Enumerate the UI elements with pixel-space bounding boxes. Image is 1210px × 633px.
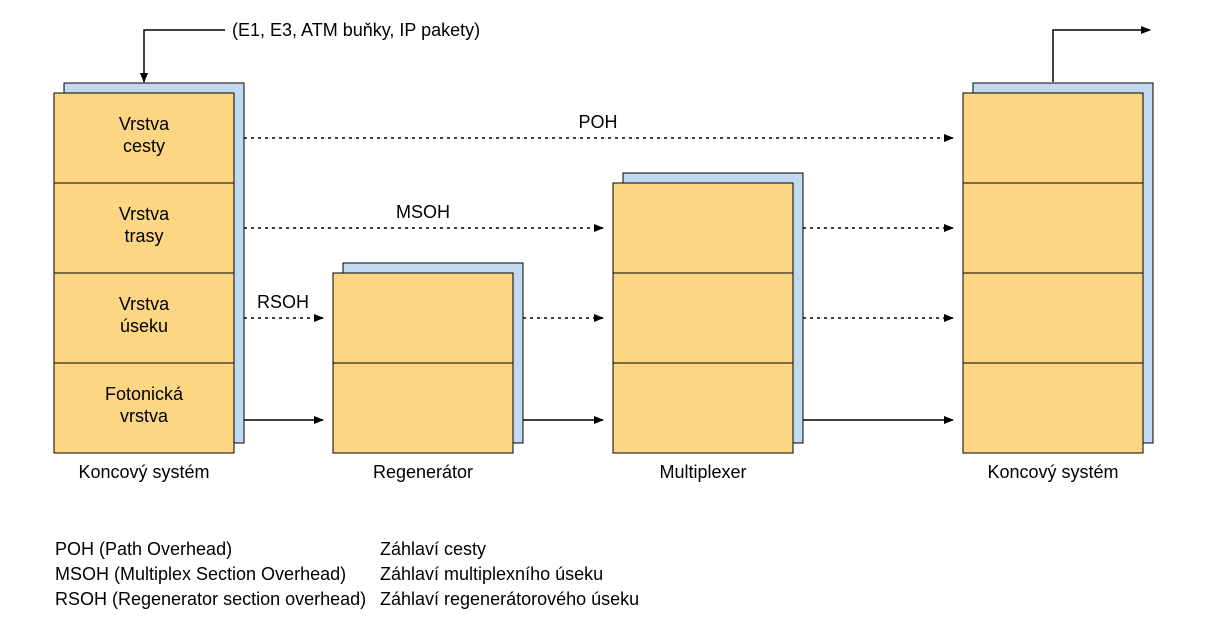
legend-row2-left: RSOH (Regenerator section overhead)	[55, 589, 366, 609]
end-left-stack: Vrstva cesty Vrstva trasy Vrstva úseku F…	[54, 93, 234, 453]
input-arrow	[144, 30, 225, 82]
regen-caption: Regenerátor	[373, 462, 473, 482]
end-right-caption: Koncový systém	[987, 462, 1118, 482]
legend-row0-right: Záhlaví cesty	[380, 539, 486, 559]
poh-label: POH	[578, 112, 617, 132]
end-left-layer3-line1: vrstva	[120, 406, 169, 426]
legend-row0-left: POH (Path Overhead)	[55, 539, 232, 559]
legend-row1-left: MSOH (Multiplex Section Overhead)	[55, 564, 346, 584]
end-left-caption: Koncový systém	[78, 462, 209, 482]
network-layer-diagram: Vrstva cesty Vrstva trasy Vrstva úseku F…	[0, 0, 1210, 633]
end-right-stack	[963, 93, 1143, 453]
mux-caption: Multiplexer	[659, 462, 746, 482]
legend-row2-right: Záhlaví regenerátorového úseku	[380, 589, 639, 609]
end-left-layer1-line1: trasy	[124, 226, 163, 246]
header-text: (E1, E3, ATM buňky, IP pakety)	[232, 20, 480, 40]
end-left-layer2-line1: úseku	[120, 316, 168, 336]
mux-stack	[613, 183, 793, 453]
end-left-layer2-line0: Vrstva	[119, 294, 170, 314]
output-arrow	[1053, 30, 1150, 82]
end-left-layer0-line0: Vrstva	[119, 114, 170, 134]
end-left-layer0-line1: cesty	[123, 136, 165, 156]
end-left-layer1-line0: Vrstva	[119, 204, 170, 224]
end-left-layer3-line0: Fotonická	[105, 384, 184, 404]
msoh-label: MSOH	[396, 202, 450, 222]
legend-row1-right: Záhlaví multiplexního úseku	[380, 564, 603, 584]
rsoh-label: RSOH	[257, 292, 309, 312]
regen-stack	[333, 273, 513, 453]
